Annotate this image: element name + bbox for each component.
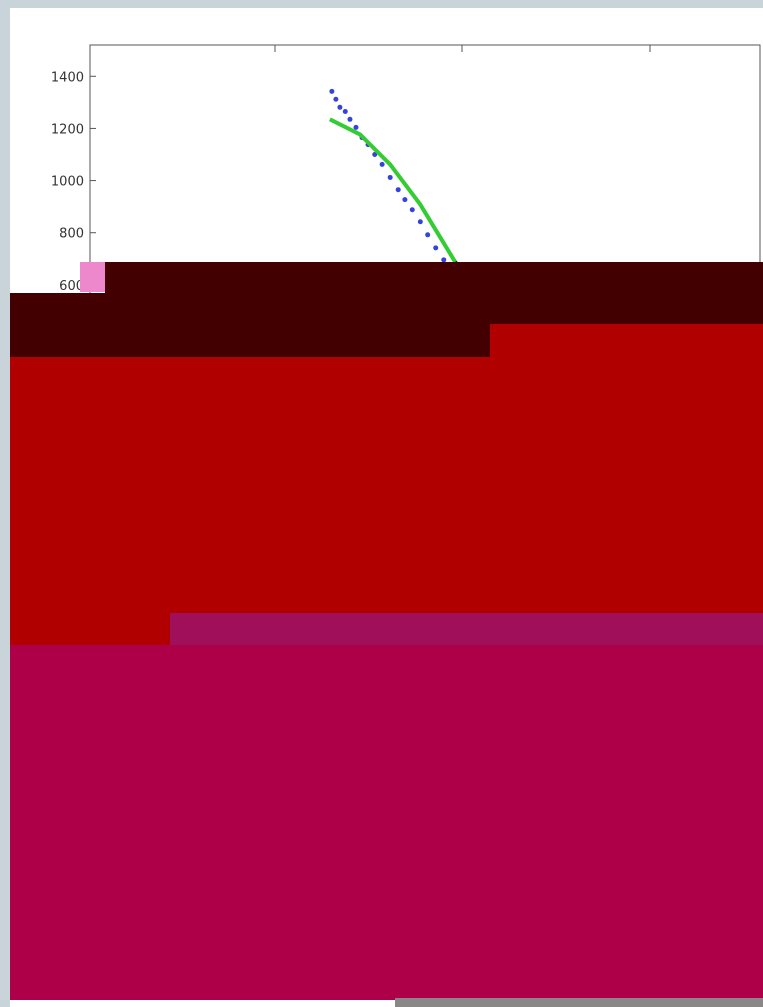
point	[347, 117, 352, 122]
glitch-block	[170, 613, 763, 645]
y-tick-label: 1000	[51, 175, 84, 190]
glitch-block	[490, 324, 763, 357]
glitch-block	[80, 262, 105, 292]
screen: 600800100012001400	[0, 0, 763, 1007]
glitch-block	[10, 293, 490, 357]
glitch-block	[10, 357, 763, 613]
point	[396, 187, 401, 192]
point	[337, 105, 342, 110]
fit-line	[330, 119, 455, 262]
point	[402, 197, 407, 202]
point	[418, 219, 423, 224]
glitch-block	[10, 645, 763, 1000]
glitch-block	[395, 998, 763, 1007]
point	[380, 162, 385, 167]
y-tick-label: 1400	[51, 70, 84, 85]
y-tick-label: 1200	[51, 122, 84, 137]
point	[343, 109, 348, 114]
point	[353, 125, 358, 130]
point	[425, 232, 430, 237]
point	[388, 175, 393, 180]
point	[410, 207, 415, 212]
glitch-block	[10, 613, 170, 645]
point	[333, 97, 338, 102]
point	[329, 89, 334, 94]
y-tick-label: 800	[59, 227, 84, 242]
point	[433, 245, 438, 250]
